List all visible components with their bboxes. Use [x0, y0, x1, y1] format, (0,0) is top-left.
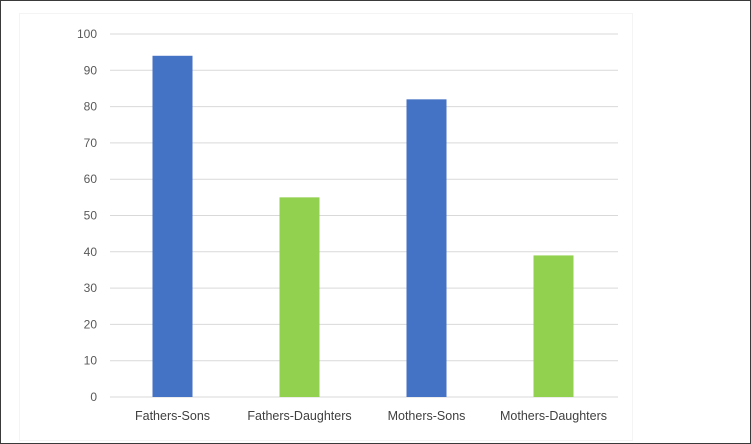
- gridlines: [110, 33, 618, 398]
- y-tick-label: 40: [84, 245, 98, 259]
- y-tick-label: 60: [84, 172, 98, 186]
- y-tick-label: 100: [77, 27, 97, 41]
- bars: [152, 55, 574, 397]
- y-tick-label: 80: [84, 100, 98, 114]
- x-category-label: Mothers-Sons: [388, 409, 466, 423]
- y-axis-tick-labels: 0 10 20 30 40 50 60 70 80 90 100: [77, 27, 97, 404]
- y-tick-label: 30: [84, 281, 98, 295]
- y-tick-label: 90: [84, 63, 98, 77]
- y-tick-label: 70: [84, 136, 98, 150]
- bar-mothers-sons: [406, 99, 447, 397]
- x-category-label: Fathers-Sons: [135, 409, 210, 423]
- x-category-label: Fathers-Daughters: [247, 409, 351, 423]
- x-axis-category-labels: Fathers-Sons Fathers-Daughters Mothers-Son…: [135, 409, 607, 423]
- plot-panel: [20, 14, 632, 440]
- y-tick-label: 20: [84, 317, 98, 331]
- y-tick-label: 10: [84, 354, 98, 368]
- bar-mothers-daughters: [533, 255, 574, 397]
- x-category-label: Mothers-Daughters: [500, 409, 607, 423]
- bar-fathers-sons: [152, 55, 193, 397]
- y-tick-label: 50: [84, 209, 98, 223]
- y-tick-label: 0: [90, 390, 97, 404]
- bar-fathers-daughters: [279, 197, 320, 397]
